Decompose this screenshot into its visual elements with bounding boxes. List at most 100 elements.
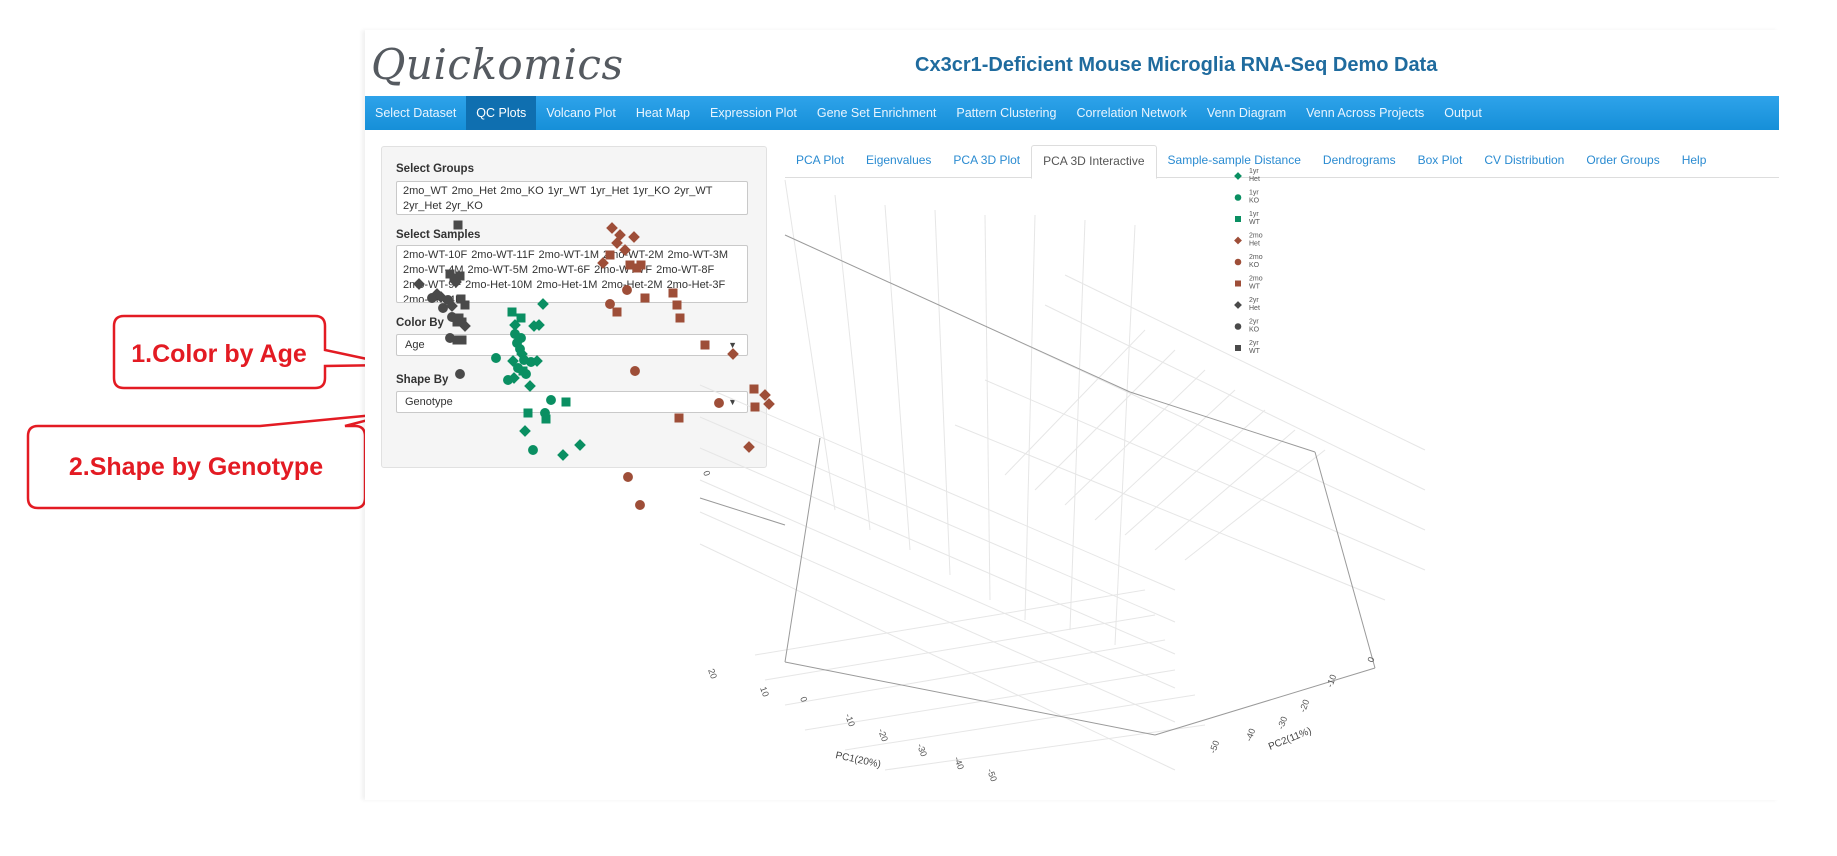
- axis-line: [784, 661, 1156, 736]
- data-point: [672, 300, 682, 310]
- data-point: [507, 307, 517, 317]
- y-axis-title: PC2(11%): [1267, 726, 1313, 753]
- tab-pca-3d-interactive[interactable]: PCA 3D Interactive: [1031, 145, 1157, 179]
- selected-chip[interactable]: 2mo-WT-11F: [471, 249, 535, 261]
- data-point: [509, 319, 521, 331]
- chart-legend[interactable]: 1yrHet1yrKO1yrWT2moHet2moKO2moWT2yrHet2y…: [1234, 168, 1263, 355]
- grid-line: [884, 724, 1206, 771]
- tab-box-plot[interactable]: Box Plot: [1417, 153, 1463, 167]
- data-point: [605, 250, 615, 260]
- grid-line: [1024, 214, 1036, 621]
- grid-line: [784, 179, 836, 511]
- legend-label: 2mo: [1249, 276, 1263, 283]
- nav-gene-set-enrichment[interactable]: Gene Set Enrichment: [816, 106, 937, 120]
- shape-by-select[interactable]: Genotype ▼: [396, 391, 748, 413]
- legend-label: 2mo: [1249, 233, 1263, 240]
- select-samples-label: Select Samples: [396, 229, 481, 241]
- grid-line: [699, 511, 1176, 723]
- nav-venn-across-projects[interactable]: Venn Across Projects: [1306, 106, 1425, 120]
- legend-marker: [1234, 301, 1242, 309]
- data-point: [459, 320, 471, 332]
- grid-line: [699, 447, 1176, 655]
- nav-correlation-network[interactable]: Correlation Network: [1076, 106, 1187, 120]
- nav-venn-diagram[interactable]: Venn Diagram: [1206, 106, 1287, 120]
- grid-line: [754, 589, 1146, 656]
- pca-3d-plot[interactable]: 20 10 0 -10 -20 -30 -40 -50 0 -10 -20 -30 -40 -50 0 PC1…: [365, 30, 1779, 800]
- callout-shape-by-genotype: [26, 411, 396, 510]
- selected-chip[interactable]: 2mo_Het: [451, 185, 497, 197]
- selected-chip[interactable]: 2mo-WT-8F: [656, 264, 715, 276]
- legend-label: 1yr: [1249, 190, 1259, 197]
- nav-output[interactable]: Output: [1444, 106, 1482, 120]
- nav-expression-plot[interactable]: Expression Plot: [710, 106, 797, 120]
- selected-chip[interactable]: 2yr_WT: [674, 185, 713, 197]
- selected-chip[interactable]: 1yr_Het: [590, 185, 629, 197]
- grid-line: [764, 614, 1156, 681]
- selected-chip[interactable]: 2mo-Het-10M: [465, 279, 533, 291]
- nav-select-dataset[interactable]: Select Dataset: [375, 106, 457, 120]
- tab-sample-distance[interactable]: Sample-sample Distance: [1167, 153, 1301, 167]
- data-point: [668, 288, 678, 298]
- data-point: [628, 231, 640, 243]
- nav-qc-plots[interactable]: QC Plots: [466, 96, 537, 130]
- selected-chip[interactable]: 1yr_KO: [632, 185, 671, 197]
- select-samples-input[interactable]: 2mo-WT-10F 2mo-WT-11F 2mo-WT-1M 2mo-WT-2M 2m…: [396, 245, 748, 303]
- axis-line: [784, 437, 821, 663]
- selected-chip[interactable]: 2mo_KO: [500, 185, 544, 197]
- data-point: [674, 413, 684, 423]
- nav-heat-map[interactable]: Heat Map: [635, 106, 691, 120]
- callout-color-text: 1.Color by Age: [131, 340, 307, 368]
- tab-cv-distribution[interactable]: CV Distribution: [1484, 153, 1565, 167]
- tab-help[interactable]: Help: [1681, 153, 1707, 167]
- legend-label: KO: [1249, 198, 1260, 205]
- data-point: [561, 397, 571, 407]
- selected-chip[interactable]: 2mo-Het-1M: [536, 279, 598, 291]
- legend-label: WT: [1249, 284, 1261, 291]
- data-point: [700, 340, 710, 350]
- data-point: [623, 472, 633, 482]
- selected-chip[interactable]: 2mo-Het-3F: [666, 279, 726, 291]
- data-point: [519, 425, 531, 437]
- selected-chip[interactable]: 2mo-WT-5M: [467, 264, 529, 276]
- selected-chip[interactable]: 2yr_Het: [403, 200, 442, 212]
- grid-line: [699, 543, 1176, 771]
- selected-chip[interactable]: 2mo-WT-10F: [403, 249, 468, 261]
- selected-chip[interactable]: 2mo-WT-3M: [667, 249, 729, 261]
- nav-pattern-clustering[interactable]: Pattern Clustering: [956, 106, 1057, 120]
- tick-label: -40: [1243, 727, 1257, 743]
- color-by-select[interactable]: Age ▼: [396, 334, 748, 356]
- legend-label: Het: [1249, 241, 1260, 248]
- selected-chip[interactable]: 2mo-WT-2M: [603, 249, 664, 261]
- data-point: [763, 398, 775, 410]
- selected-chip[interactable]: 2yr_KO: [445, 200, 483, 212]
- data-point: [523, 408, 533, 418]
- tab-pca-plot[interactable]: PCA Plot: [796, 153, 845, 167]
- data-point: [531, 355, 543, 367]
- data-point: [427, 293, 437, 303]
- selected-chip[interactable]: 1yr_WT: [547, 185, 587, 197]
- selected-chip[interactable]: 2mo-Het-2M: [601, 279, 663, 291]
- data-point: [546, 395, 556, 405]
- selected-chip[interactable]: 2mo-WT-6F: [532, 264, 591, 276]
- data-point: [533, 319, 545, 331]
- grid-line: [934, 209, 951, 576]
- data-point: [640, 293, 650, 303]
- color-by-value: Age: [405, 339, 425, 351]
- selected-chip[interactable]: 2mo-WT-1M: [538, 249, 600, 261]
- grid-line: [984, 379, 1426, 571]
- data-point: [611, 237, 623, 249]
- tab-eigenvalues[interactable]: Eigenvalues: [866, 153, 932, 167]
- grid-line: [1154, 429, 1296, 551]
- data-point: [749, 384, 759, 394]
- tick-label: -50: [985, 767, 999, 783]
- nav-volcano-plot[interactable]: Volcano Plot: [546, 106, 616, 120]
- tab-order-groups[interactable]: Order Groups: [1586, 153, 1660, 167]
- data-point: [557, 449, 569, 461]
- select-groups-input[interactable]: 2mo_WT 2mo_Het 2mo_KO 1yr_WT 1yr_Het 1yr_KO 2y…: [396, 181, 748, 215]
- selected-chip[interactable]: 2mo_WT: [403, 185, 448, 197]
- tab-dendrograms[interactable]: Dendrograms: [1322, 153, 1396, 167]
- grid-line: [804, 669, 1176, 731]
- tab-pca-3d-plot[interactable]: PCA 3D Plot: [953, 153, 1021, 167]
- tick-label: 0: [701, 469, 712, 477]
